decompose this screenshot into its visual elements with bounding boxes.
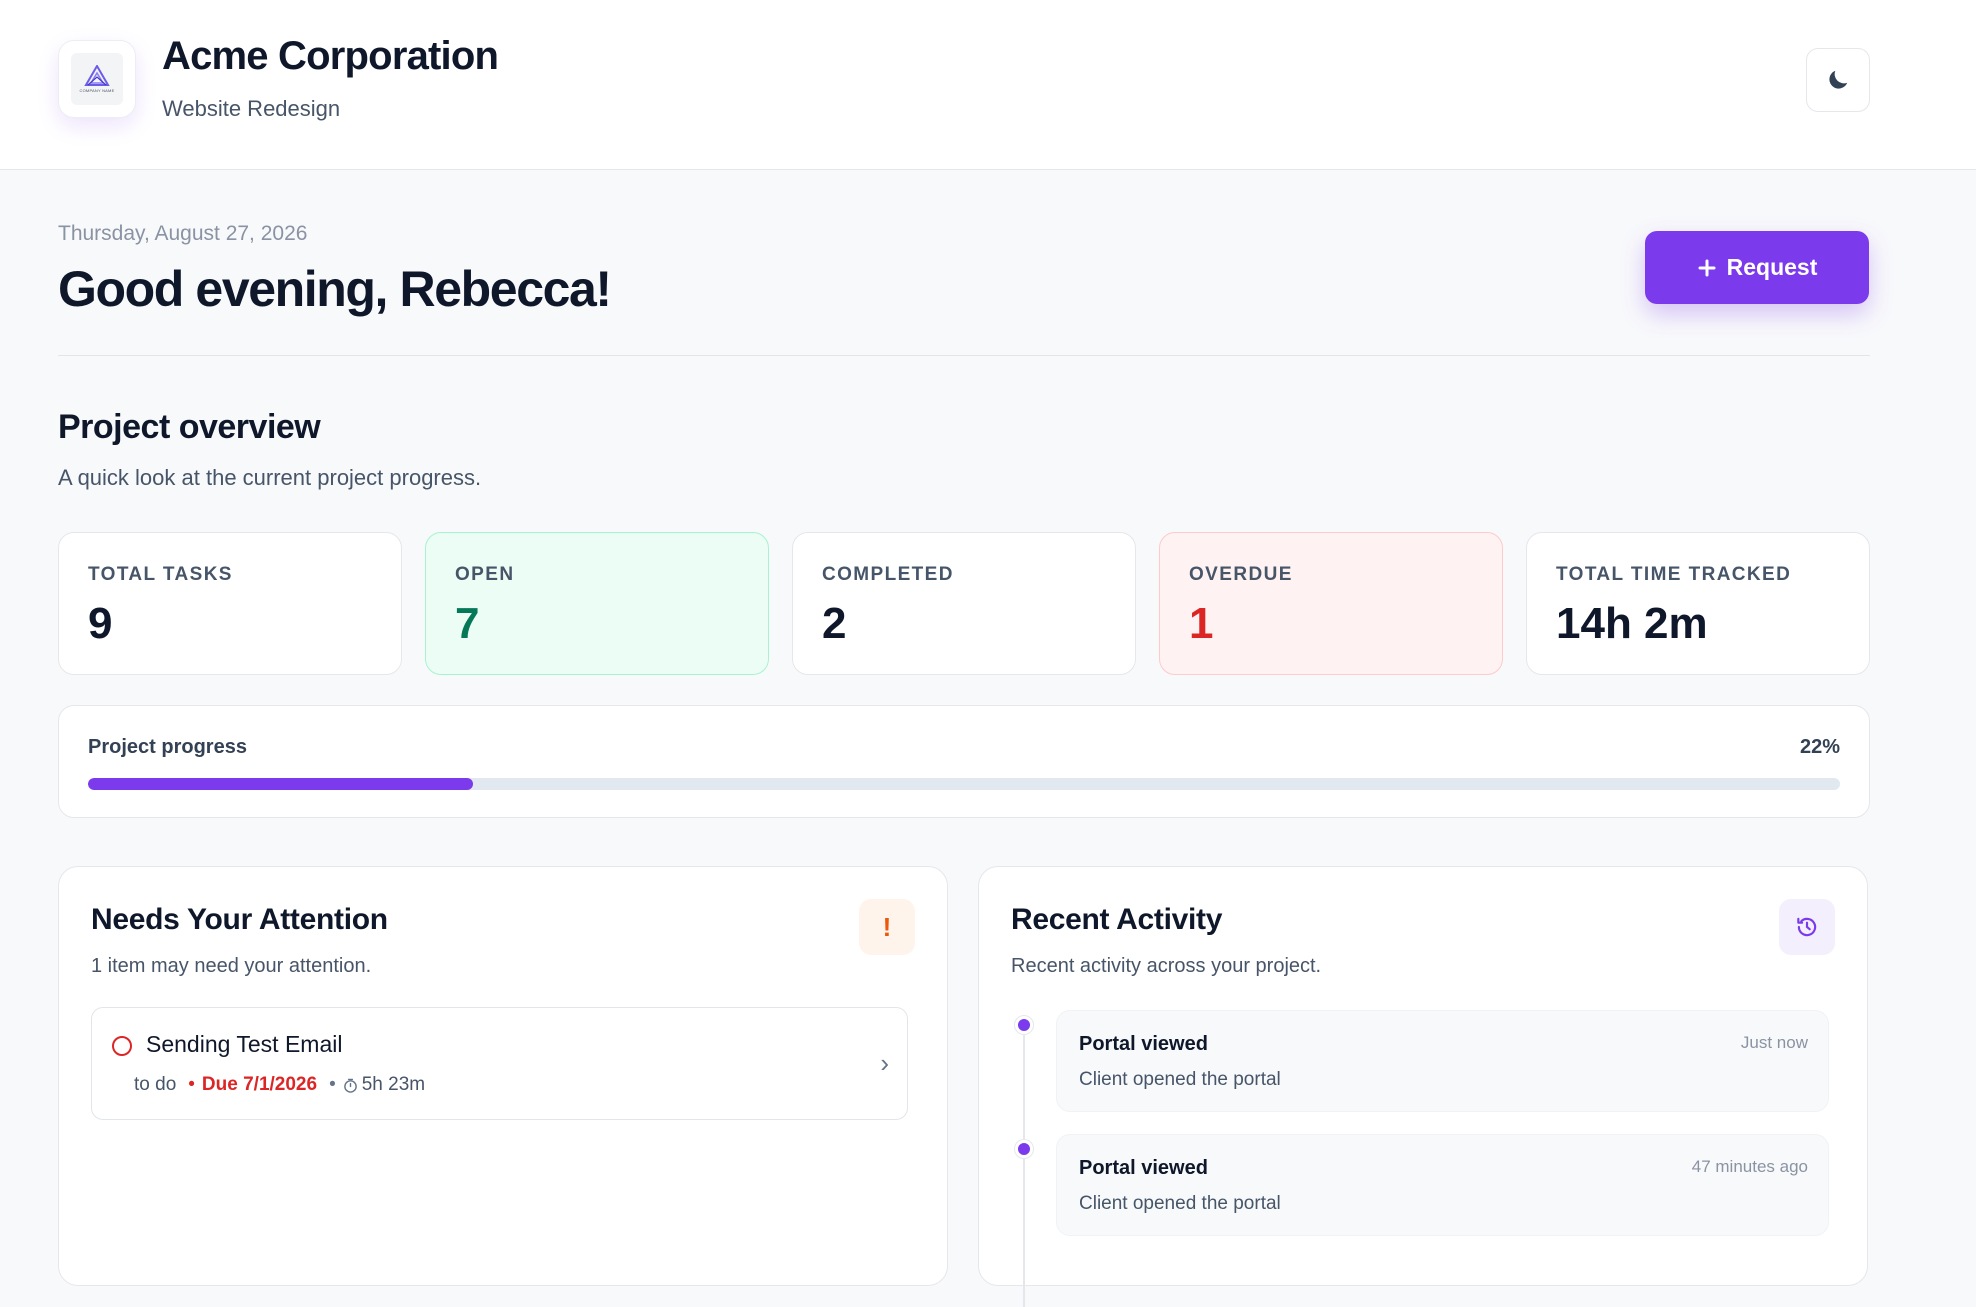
overview-subtitle: A quick look at the current project prog… [58, 465, 482, 490]
stat-label: OVERDUE [1189, 564, 1293, 585]
attention-task-item[interactable]: Sending Test Email to do • Due 7/1/2026 … [91, 1007, 908, 1120]
stat-value: 14h 2m [1556, 599, 1708, 648]
attention-subtitle: 1 item may need your attention. [91, 955, 372, 977]
theme-toggle-button[interactable] [1806, 48, 1870, 112]
task-time-tracked: 5h 23m [361, 1074, 426, 1095]
activity-item-time: Just now [1740, 1033, 1808, 1052]
overview-title: Project overview [58, 408, 321, 446]
activity-title: Recent Activity [1011, 903, 1223, 936]
task-status: to do [134, 1074, 177, 1095]
plus-icon [1698, 259, 1716, 276]
task-status-circle-icon [112, 1036, 132, 1056]
greeting-heading: Good evening, Rebecca! [58, 261, 612, 317]
activity-item-title: Portal viewed [1079, 1157, 1208, 1179]
chevron-right-icon: › [880, 1048, 889, 1078]
stat-card-total-tasks: TOTAL TASKS 9 [58, 532, 402, 675]
stat-value: 7 [455, 599, 480, 648]
stat-card-overdue: OVERDUE 1 [1159, 532, 1503, 675]
divider [58, 355, 1870, 356]
progress-label: Project progress [88, 736, 247, 758]
activity-item-description: Client opened the portal [1079, 1069, 1281, 1090]
attention-title: Needs Your Attention [91, 903, 388, 936]
stat-card-completed: COMPLETED 2 [792, 532, 1136, 675]
stat-value: 1 [1189, 599, 1214, 648]
logo-mark: COMPANY NAME [71, 53, 123, 105]
logo-caption: COMPANY NAME [79, 88, 115, 93]
request-button-label: Request [1726, 254, 1818, 280]
logo-icon [84, 65, 110, 86]
timeline-dot [1015, 1140, 1033, 1158]
stat-card-open: OPEN 7 [425, 532, 769, 675]
separator-dot: • [188, 1074, 195, 1095]
clock-icon [343, 1078, 358, 1093]
stat-label: OPEN [455, 564, 515, 585]
stat-label: TOTAL TASKS [88, 564, 233, 585]
activity-item: Portal viewed Client opened the portal J… [1056, 1010, 1829, 1112]
progress-percent: 22% [1799, 736, 1840, 758]
exclamation-icon: ! [859, 899, 915, 955]
company-logo: COMPANY NAME [58, 40, 136, 118]
progress-bar-fill [88, 778, 474, 790]
activity-item-description: Client opened the portal [1079, 1193, 1281, 1214]
project-progress-card: Project progress 22% [58, 705, 1870, 818]
timeline-dot [1015, 1016, 1033, 1034]
activity-subtitle: Recent activity across your project. [1011, 955, 1322, 977]
stat-label: TOTAL TIME TRACKED [1556, 564, 1792, 585]
history-icon [1779, 899, 1835, 955]
stat-value: 2 [822, 599, 847, 648]
needs-attention-panel: Needs Your Attention 1 item may need you… [58, 866, 948, 1286]
moon-icon [1829, 70, 1848, 89]
task-due-date: Due 7/1/2026 [201, 1074, 318, 1095]
request-button[interactable]: Request [1645, 231, 1869, 304]
activity-item-title: Portal viewed [1079, 1033, 1208, 1055]
stat-card-time-tracked: TOTAL TIME TRACKED 14h 2m [1526, 532, 1870, 675]
task-meta: to do • Due 7/1/2026 • 5h 23m [134, 1074, 425, 1096]
stat-value: 9 [88, 599, 113, 648]
top-bar: COMPANY NAME Acme Corporation Website Re… [0, 0, 1976, 170]
recent-activity-panel: Recent Activity Recent activity across y… [978, 866, 1868, 1307]
activity-item: Portal viewed Client opened the portal 4… [1056, 1134, 1829, 1236]
task-title: Sending Test Email [146, 1031, 343, 1057]
stat-label: COMPLETED [822, 564, 954, 585]
current-date: Thursday, August 27, 2026 [58, 222, 308, 245]
activity-item-time: 47 minutes ago [1691, 1157, 1808, 1176]
timeline-line [1023, 1027, 1025, 1307]
separator-dot: • [329, 1074, 336, 1095]
progress-bar [88, 778, 1840, 790]
project-name: Website Redesign [162, 96, 341, 121]
company-name: Acme Corporation [162, 34, 499, 78]
